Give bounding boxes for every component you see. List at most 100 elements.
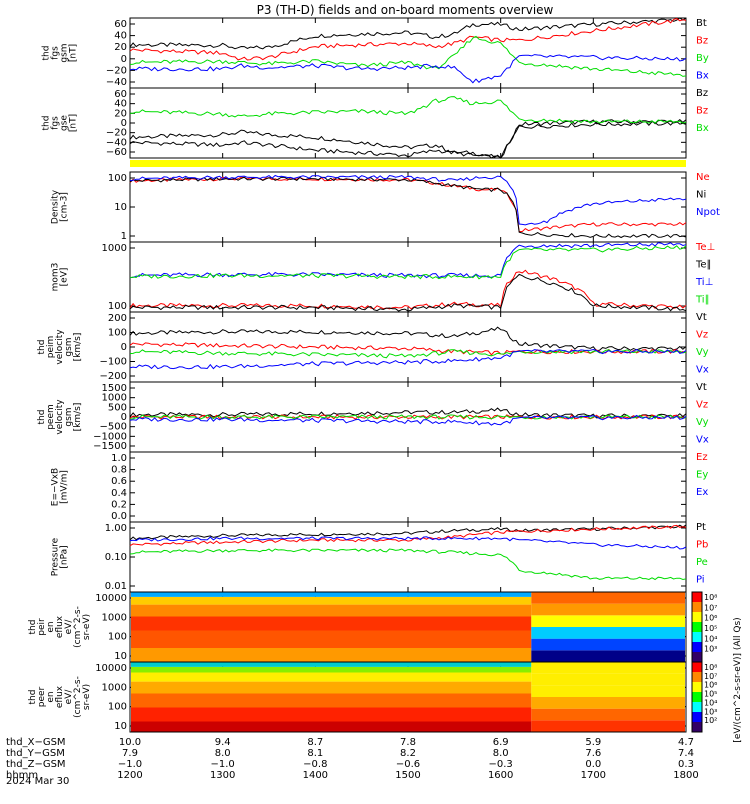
y-tick-label: −20 <box>106 65 127 76</box>
y-axis-label: [nT] <box>69 114 79 132</box>
y-tick-label: 0.4 <box>111 488 127 499</box>
legend-entry: Bz <box>696 36 708 47</box>
x-tick-label: 1300 <box>210 770 235 781</box>
y-tick-label: 100 <box>108 328 127 339</box>
y-tick-label: 10000 <box>95 593 127 604</box>
y-tick-label: 200 <box>108 313 127 324</box>
x-tick-label: 8.0 <box>215 748 231 759</box>
colorbar-tick-label: 10⁸ <box>704 663 717 672</box>
y-axis-label: Pressure <box>51 537 61 576</box>
x-tick-label: 1200 <box>117 770 142 781</box>
y-axis-label: peir <box>37 618 47 636</box>
y-axis-label: fgs <box>51 116 61 130</box>
series-line <box>129 348 687 370</box>
y-axis-label: sr-eV) <box>82 614 92 640</box>
legend-entry: Vx <box>696 435 709 446</box>
y-axis-label: [km/s] <box>73 333 83 362</box>
y-tick-label: 20 <box>114 108 127 119</box>
legend-entry: Ex <box>696 487 708 498</box>
series-line <box>129 242 687 279</box>
series-line <box>129 269 687 310</box>
colorbar-segment <box>692 712 702 723</box>
series-line <box>129 174 687 226</box>
series-line <box>129 326 687 352</box>
y-tick-label: 0.8 <box>111 465 127 476</box>
spectrogram-band <box>131 672 532 682</box>
spectrogram-band <box>531 615 685 627</box>
spectrogram-band <box>131 666 532 673</box>
x-tick-label: 5.9 <box>585 737 601 748</box>
series-line <box>129 524 687 547</box>
y-axis-label: [mV/m] <box>60 470 70 504</box>
y-axis-label: gse <box>60 115 70 131</box>
panel-frame <box>129 171 687 243</box>
spectrogram-band <box>131 648 532 662</box>
colorbar-tick-label: 10⁵ <box>704 690 717 699</box>
y-tick-label: 10 <box>114 651 127 662</box>
x-tick-label: 8.1 <box>307 748 323 759</box>
colorbar-label: [eV/(cm^2-s-sr-eV)] (All Qs) <box>733 617 743 742</box>
colorbar-frame <box>691 661 703 733</box>
y-axis-label: (cm^2-s- <box>73 676 83 718</box>
x-tick-label: −0.8 <box>303 759 327 770</box>
panel-e_field: 1.00.80.60.40.20.0 E=−VxB [mV/m] Ez Ey Ex <box>51 451 708 523</box>
series-line <box>129 536 687 550</box>
colorbar-tick-label: 10⁸ <box>704 593 717 602</box>
y-axis-label: eflux <box>55 685 65 708</box>
x-tick-label: 8.0 <box>493 748 509 759</box>
y-axis-label: E=−VxB <box>51 468 61 506</box>
legend-entry: Bx <box>696 123 709 134</box>
x-tick-label: 1600 <box>488 770 513 781</box>
x-tick-label: 1500 <box>395 770 420 781</box>
y-tick-label: 0 <box>121 412 127 423</box>
colorbar-segment <box>692 722 702 733</box>
legend-entry: Bt <box>696 18 707 29</box>
panel-peim_velocity: 200 100 0 −100 −200 thd peim velocity gsm [km/s] V… <box>37 311 709 383</box>
y-axis-label: sr-eV) <box>82 684 92 710</box>
y-tick-label: 1000 <box>102 612 127 623</box>
y-tick-label: −500 <box>100 422 127 433</box>
y-axis-label: en <box>46 621 56 632</box>
y-tick-label: 1000 <box>102 243 127 254</box>
spectrogram-band <box>131 596 532 605</box>
colorbar-segment <box>692 592 702 603</box>
y-axis-label: gsm <box>60 43 70 62</box>
colorbar-tick-label: 10⁶ <box>704 681 717 690</box>
y-axis-label: thd <box>28 690 38 705</box>
y-axis-label: thd <box>42 116 52 131</box>
series-line <box>129 17 687 50</box>
spectrogram-band <box>531 627 685 639</box>
y-tick-label: 1 <box>121 231 127 242</box>
y-axis-label: (cm^2-s- <box>73 606 83 648</box>
legend-entry: By <box>696 53 709 64</box>
y-tick-label: 1.00 <box>105 523 127 534</box>
colorbar-tick-label: 10⁵ <box>704 624 717 633</box>
legend-entry: Npot <box>696 207 720 218</box>
y-tick-label: −1500 <box>93 441 127 452</box>
colorbar-segment <box>692 652 702 663</box>
colorbar-tick-label: 10³ <box>704 645 717 654</box>
x-tick-label: −0.6 <box>396 759 420 770</box>
x-tick-label: 7.4 <box>678 748 694 759</box>
legend-entry: Ti∥ <box>695 295 710 306</box>
colorbar-segment <box>692 692 702 703</box>
x-tick-label: 1800 <box>673 770 698 781</box>
colorbar-segment <box>692 702 702 713</box>
y-axis-label: fgs <box>51 46 61 60</box>
x-tick-label: 9.4 <box>215 737 231 748</box>
legend-entry: Vx <box>696 365 709 376</box>
colorbar-segment <box>692 632 702 643</box>
plot-title: P3 (TH-D) fields and on-board moments ov… <box>257 3 554 17</box>
series-line <box>129 245 687 280</box>
series-line <box>129 414 687 420</box>
spectrogram-band <box>531 673 685 686</box>
legend-entry: Vt <box>696 382 707 393</box>
y-axis-label: peim <box>46 336 56 359</box>
series-line <box>129 407 687 419</box>
panel-frame <box>129 661 687 733</box>
y-axis-label: peer <box>37 686 47 707</box>
y-tick-label: 500 <box>108 402 127 413</box>
